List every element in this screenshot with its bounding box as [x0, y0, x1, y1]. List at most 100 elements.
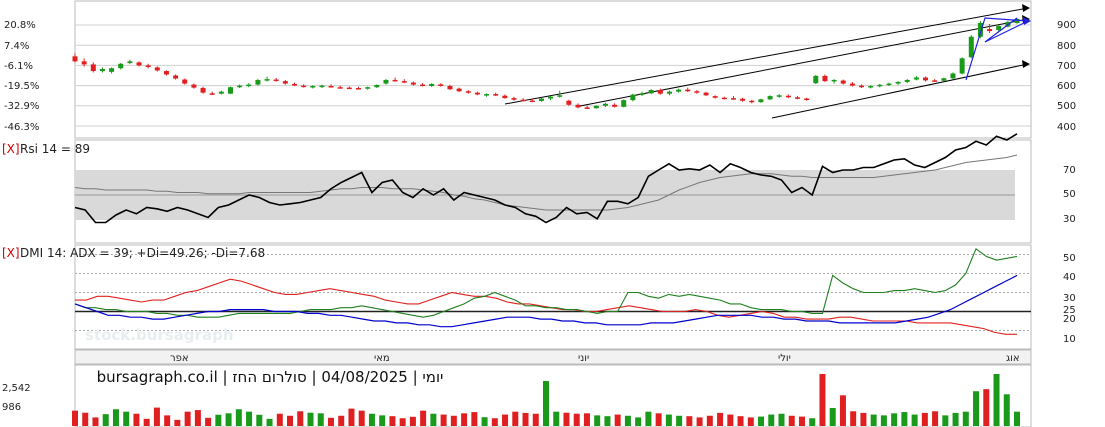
candle-body	[429, 83, 435, 87]
volume-bar	[696, 417, 703, 426]
volume-bar	[543, 380, 549, 426]
volume-bar	[860, 412, 867, 426]
candle-body	[484, 94, 490, 96]
pct-label: -6.1%	[4, 61, 33, 72]
volume-bar	[327, 417, 334, 426]
rsi-close-button[interactable]: [X]	[2, 142, 20, 156]
candle-body	[200, 88, 206, 93]
candle-body	[630, 94, 636, 101]
candle-body	[602, 103, 608, 106]
candle-body	[90, 64, 96, 72]
candle-body	[557, 95, 563, 97]
candle-body	[721, 97, 727, 100]
rsi-tick: 30	[1063, 214, 1076, 225]
candle-body	[72, 56, 78, 62]
volume-bar	[635, 417, 642, 426]
volume-bar	[614, 414, 621, 426]
volume-bar	[379, 415, 386, 426]
rsi-title: Rsi 14 = 89	[20, 142, 90, 156]
candle-body	[749, 100, 755, 103]
volume-bar	[461, 413, 468, 426]
candle-body	[840, 80, 846, 84]
candle-body	[584, 107, 590, 109]
candle-body	[886, 83, 892, 86]
candle-body	[81, 61, 87, 65]
volume-bar	[502, 414, 509, 426]
trend-line-upper	[504, 7, 1029, 105]
candle-body	[191, 84, 197, 88]
rsi-signal-line	[74, 154, 1018, 211]
price-percent-axis: 20.8% 7.4% -6.1% -19.5% -32.9% -46.3%	[4, 20, 39, 133]
pct-label: -19.5%	[4, 81, 39, 92]
candle-body	[255, 79, 261, 85]
candle-body	[612, 104, 618, 107]
volume-bar	[952, 412, 959, 426]
candle-body	[913, 77, 919, 80]
month-label: אפר	[170, 353, 189, 364]
volume-bar	[583, 413, 590, 426]
volume-bar	[246, 411, 253, 426]
volume-bar	[287, 415, 294, 426]
candle-body	[575, 104, 581, 108]
candle-body	[566, 100, 572, 105]
candle-body	[356, 88, 362, 90]
volume-bar	[440, 414, 447, 426]
candle-body	[804, 98, 810, 101]
candle-body	[118, 63, 124, 69]
candle-body	[548, 96, 554, 99]
candle-body	[859, 85, 865, 88]
volume-bar	[225, 413, 232, 426]
candle-body	[237, 85, 243, 88]
candle-body	[923, 77, 929, 81]
candle-body	[410, 82, 416, 85]
volume-bar	[194, 410, 201, 426]
volume-bar	[655, 413, 662, 426]
volume-bar	[839, 395, 846, 426]
candle-body	[246, 84, 252, 87]
candle-body	[456, 88, 462, 92]
candle-body	[109, 68, 115, 72]
volume-bar	[102, 414, 109, 426]
candle-body	[795, 97, 801, 99]
volume-bar	[266, 418, 273, 426]
candle-body	[465, 91, 471, 93]
arrow-icon	[1022, 4, 1030, 12]
volume-bar	[553, 411, 560, 426]
volume-bar	[471, 412, 478, 426]
pct-label: -32.9%	[4, 101, 39, 112]
volume-bar	[143, 418, 150, 426]
volume-bar	[1003, 394, 1010, 426]
candle-body	[694, 91, 700, 93]
volume-bar	[778, 413, 785, 426]
dmi-tick: 20	[1063, 314, 1076, 325]
volume-bar	[665, 414, 672, 426]
candle-body	[785, 95, 791, 98]
volume-bar	[399, 418, 406, 426]
candle-body	[209, 93, 215, 95]
candle-body	[666, 91, 672, 94]
volume-bar	[512, 411, 519, 426]
volume-bar	[706, 415, 713, 426]
blue-swing-lines	[965, 17, 1031, 81]
pct-label: 7.4%	[4, 41, 29, 52]
candle-body	[163, 71, 169, 75]
candle-body	[282, 81, 288, 84]
volume-bar	[809, 418, 816, 426]
month-label: יולי	[778, 353, 791, 364]
volume-bar	[921, 412, 928, 426]
dmi-close-button[interactable]: [X]	[2, 246, 20, 260]
volume-caption: יומי | 04/08/2025 | סולרום החז | bursagr…	[97, 368, 444, 386]
arrow-icon	[1022, 60, 1030, 68]
volume-bar	[624, 415, 631, 426]
volume-bar	[297, 411, 304, 426]
dmi-tick: 10	[1063, 334, 1076, 345]
candle-body	[99, 69, 105, 72]
volume-tick: 2,542	[2, 383, 31, 394]
price-value-axis: 900 800 700 600 500 400	[1057, 20, 1076, 133]
volume-bar	[758, 416, 765, 426]
candle-body	[877, 84, 883, 87]
candle-body	[301, 85, 307, 88]
volume-bar	[82, 412, 89, 426]
candle-body	[950, 73, 956, 79]
candle-body	[493, 94, 499, 96]
